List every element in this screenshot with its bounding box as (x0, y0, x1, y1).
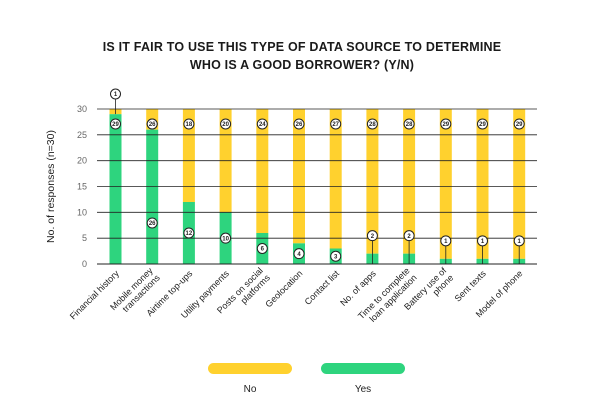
label-no-9: 29 (442, 122, 449, 128)
label-yes-2: 12 (186, 231, 193, 237)
label-yes-0-circle (110, 118, 121, 130)
label-no-6: 27 (332, 122, 339, 128)
label-yes-10-circle (477, 235, 488, 247)
legend-swatch-yes (321, 363, 405, 374)
bar-no-9 (439, 109, 452, 259)
bar-no-7 (366, 109, 379, 254)
bar-no-2 (182, 109, 195, 202)
y-tick-label-5: 5 (82, 233, 87, 243)
label-yes-3-circle (220, 232, 232, 244)
label-no-9-circle (440, 118, 452, 130)
label-yes-7-circle (366, 230, 378, 242)
label-no-0-circle (110, 88, 121, 100)
bar-no-5 (293, 109, 305, 244)
bar-no-11 (513, 109, 526, 259)
category-label-0-line-0: Financial history (68, 268, 121, 321)
category-label-10: Sent texts (453, 268, 489, 304)
label-yes-9: 1 (444, 239, 448, 245)
category-label-6-line-0: Contact list (303, 268, 342, 307)
label-no-7: 28 (369, 122, 376, 128)
label-yes-11: 1 (518, 239, 522, 245)
label-yes-5: 4 (297, 252, 301, 258)
y-tick-label-30: 30 (77, 104, 87, 114)
y-axis-label: No. of responses (n=30) (45, 130, 57, 243)
label-yes-11-circle (513, 235, 525, 247)
label-no-3-circle (220, 118, 232, 130)
category-label-6: Contact list (303, 268, 342, 307)
label-no-4: 24 (259, 122, 266, 128)
legend-label-no: No (244, 384, 257, 395)
label-no-2: 18 (186, 122, 193, 128)
category-label-0: Financial history (68, 268, 121, 321)
chart-title-line-1: IS IT FAIR TO USE THIS TYPE OF DATA SOUR… (102, 40, 502, 54)
label-no-0: 1 (114, 92, 118, 98)
label-no-4-circle (256, 118, 268, 130)
label-yes-5-circle (293, 248, 305, 260)
label-no-5-circle (293, 118, 305, 130)
category-label-10-line-0: Sent texts (453, 268, 489, 304)
bar-no-4 (256, 109, 269, 233)
label-yes-1: 26 (149, 221, 156, 227)
label-yes-4-circle (256, 243, 268, 254)
legend-label-yes: Yes (355, 384, 371, 395)
label-yes-6: 3 (334, 254, 338, 260)
label-yes-1-circle (146, 217, 158, 229)
label-no-8-circle (403, 118, 415, 130)
label-no-3: 20 (222, 122, 229, 128)
label-yes-6-circle (330, 250, 342, 262)
y-tick-label-25: 25 (77, 130, 87, 140)
label-yes-0: 29 (112, 122, 119, 128)
chart-title: IS IT FAIR TO USE THIS TYPE OF DATA SOUR… (0, 38, 604, 74)
category-label-5: Geolocation (263, 268, 304, 309)
category-label-5-line-0: Geolocation (263, 268, 304, 309)
label-yes-4: 6 (261, 247, 265, 253)
bar-no-10 (476, 109, 489, 259)
y-tick-label-0: 0 (82, 259, 87, 269)
y-tick-label-20: 20 (77, 156, 87, 166)
bar-no-8 (403, 109, 416, 254)
label-yes-10: 1 (481, 239, 485, 245)
label-no-10: 29 (479, 122, 486, 128)
label-no-11: 29 (516, 122, 523, 128)
label-no-6-circle (330, 118, 342, 130)
label-no-11-circle (513, 118, 525, 130)
label-yes-7: 2 (371, 234, 375, 240)
label-no-2-circle (183, 118, 195, 130)
y-tick-label-15: 15 (77, 182, 87, 192)
label-yes-1: 26 (149, 122, 156, 128)
label-yes-2-circle (183, 227, 195, 239)
chart-title-line-2: WHO IS A GOOD BORROWER? (Y/N) (189, 58, 415, 72)
bar-yes-0 (109, 114, 122, 265)
y-tick-label-10: 10 (77, 207, 87, 217)
label-no-7-circle (366, 118, 378, 130)
label-yes-1-circle (146, 118, 158, 130)
legend-swatch-no (208, 363, 292, 374)
label-yes-9-circle (440, 235, 452, 247)
label-no-8: 28 (406, 122, 413, 128)
label-no-10-circle (477, 118, 488, 130)
label-yes-8: 2 (407, 234, 411, 240)
label-no-5: 26 (296, 122, 303, 128)
label-yes-8-circle (403, 230, 415, 242)
label-yes-3: 10 (222, 236, 229, 242)
bar-no-6 (329, 109, 342, 249)
bar-yes-1 (146, 129, 159, 264)
